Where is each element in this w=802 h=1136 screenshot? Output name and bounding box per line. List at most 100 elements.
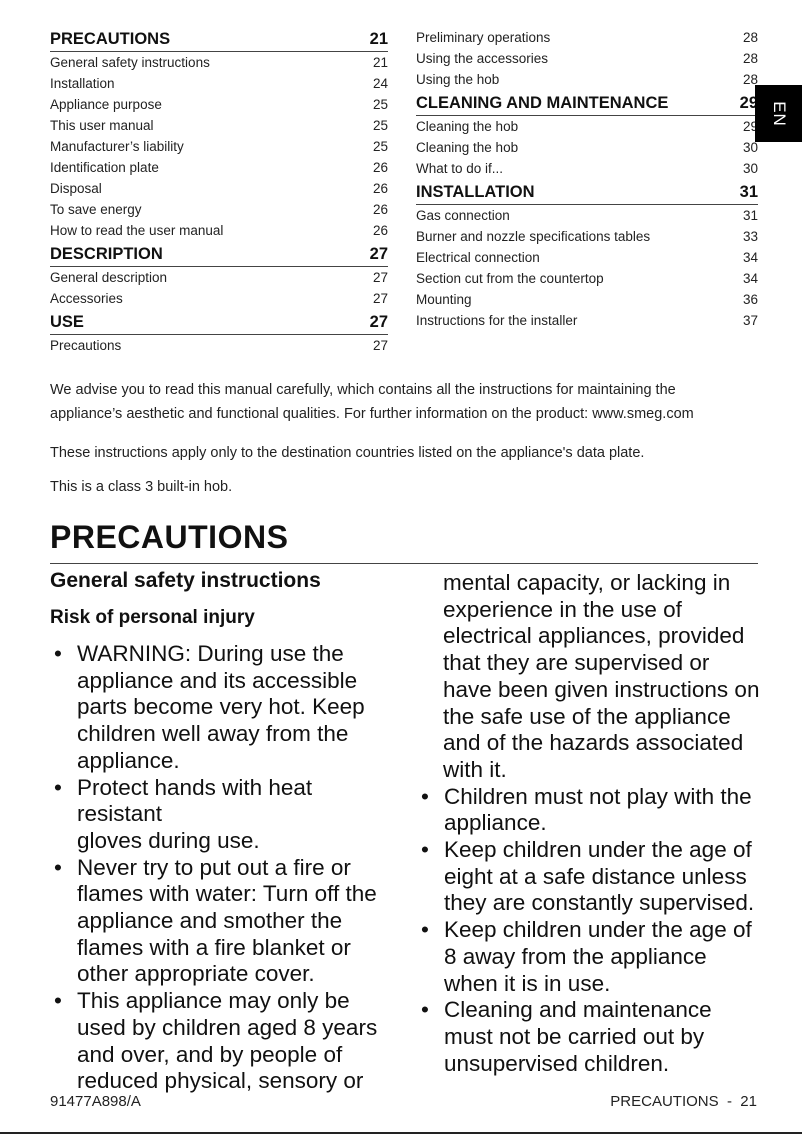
left-text-column: • WARNING: During use the appliance and i… <box>50 641 395 1095</box>
language-tab-label: EN <box>769 100 789 127</box>
toc-page: 37 <box>742 313 758 328</box>
bullet-icon: • <box>54 854 62 880</box>
destination-note: These instructions apply only to the des… <box>50 445 645 461</box>
toc-entry[interactable]: Disposal 26 <box>50 178 388 199</box>
toc-page: 34 <box>742 250 758 265</box>
toc-page: 31 <box>742 208 758 223</box>
toc-left-column: PRECAUTIONS 21 General safety instructions… <box>50 27 388 356</box>
toc-page: 21 <box>372 55 388 70</box>
bullet-icon: • <box>54 641 62 666</box>
document-code: 91477A898/A <box>50 1093 141 1110</box>
toc-label: To save energy <box>50 202 142 217</box>
toc-entry[interactable]: Accessories 27 <box>50 288 388 309</box>
toc-label: General description <box>50 270 168 285</box>
toc-page: 31 <box>739 183 758 201</box>
bullet-icon: • <box>421 997 429 1023</box>
toc-page: 28 <box>742 30 758 45</box>
toc-label: Manufacturer’s liability <box>50 139 184 154</box>
toc-chapter[interactable]: INSTALLATION 31 <box>416 180 758 205</box>
toc-page: 33 <box>742 229 758 244</box>
bullet-item: • Children must not play with the applian… <box>417 784 767 837</box>
bullet-text: Keep children under the age of 8 away fr… <box>444 917 752 996</box>
toc-label: Cleaning the hob <box>416 140 519 155</box>
toc-entry[interactable]: Instructions for the installer 37 <box>416 310 758 331</box>
toc-chapter[interactable]: USE 27 <box>50 310 388 335</box>
toc-entry[interactable]: Gas connection 31 <box>416 205 758 226</box>
toc-page: 26 <box>372 202 388 217</box>
bullet-item: • Keep children under the age of eight at… <box>417 837 767 917</box>
bullet-text: Protect hands with heat resistant gloves… <box>77 774 313 853</box>
toc-page: 25 <box>372 139 388 154</box>
toc-entry[interactable]: General safety instructions 21 <box>50 52 388 73</box>
toc-chapter[interactable]: CLEANING AND MAINTENANCE 29 <box>416 91 758 116</box>
toc-page: 29 <box>739 94 758 112</box>
toc-page: 34 <box>742 271 758 286</box>
toc-label: Installation <box>50 76 115 91</box>
toc-label: PRECAUTIONS <box>50 30 171 48</box>
toc-label: Electrical connection <box>416 250 540 265</box>
toc-page: 28 <box>742 72 758 87</box>
toc-entry[interactable]: Using the hob 28 <box>416 69 758 90</box>
bullet-item: • This appliance may only be used by chil… <box>50 988 395 1095</box>
subsection-title: General safety instructions <box>50 569 321 592</box>
toc-entry[interactable]: To save energy 26 <box>50 199 388 220</box>
bullet-icon: • <box>421 917 429 943</box>
class-note: This is a class 3 built-in hob. <box>50 479 233 495</box>
toc-entry[interactable]: Burner and nozzle specifications tables 3… <box>416 226 758 247</box>
bullet-icon: • <box>421 837 429 863</box>
toc-entry[interactable]: Appliance purpose 25 <box>50 94 388 115</box>
bullet-text: Keep children under the age of eight at … <box>444 837 755 916</box>
toc-page: 26 <box>372 223 388 238</box>
toc-page: 27 <box>372 338 388 353</box>
toc-page: 27 <box>372 291 388 306</box>
bullet-icon: • <box>54 988 62 1014</box>
toc-entry[interactable]: Mounting 36 <box>416 289 758 310</box>
toc-label: Precautions <box>50 338 122 353</box>
right-text-column: mental capacity, or lacking in experienc… <box>417 570 767 1077</box>
toc-label: Using the hob <box>416 72 500 87</box>
toc-label: USE <box>50 313 84 331</box>
toc-entry[interactable]: Manufacturer’s liability 25 <box>50 136 388 157</box>
toc-page: 21 <box>369 30 388 48</box>
toc-label: INSTALLATION <box>416 183 535 201</box>
toc-entry[interactable]: This user manual 25 <box>50 115 388 136</box>
toc-chapter[interactable]: PRECAUTIONS 21 <box>50 27 388 52</box>
toc-label: General safety instructions <box>50 55 210 70</box>
subsubsection-title: Risk of personal injury <box>50 607 255 628</box>
toc-chapter[interactable]: DESCRIPTION 27 <box>50 242 388 267</box>
toc-label: CLEANING AND MAINTENANCE <box>416 94 669 112</box>
bullet-text: Children must not play with the applianc… <box>444 783 752 836</box>
section-divider <box>50 563 758 564</box>
toc-page: 26 <box>372 160 388 175</box>
toc-label: Appliance purpose <box>50 97 162 112</box>
toc-entry[interactable]: Electrical connection 34 <box>416 247 758 268</box>
toc-entry[interactable]: Cleaning the hob 29 <box>416 116 758 137</box>
toc-label: Using the accessories <box>416 51 549 66</box>
toc-entry[interactable]: General description 27 <box>50 267 388 288</box>
toc-entry[interactable]: Section cut from the countertop 34 <box>416 268 758 289</box>
bullet-text: This appliance may only be used by child… <box>77 988 378 1094</box>
intro-paragraph: We advise you to read this manual carefu… <box>50 382 694 422</box>
toc-page: 30 <box>742 161 758 176</box>
bullet-item: • Keep children under the age of 8 away f… <box>417 917 767 997</box>
toc-right-column: Preliminary operations 28 Using the access… <box>416 27 758 331</box>
toc-entry[interactable]: Cleaning the hob 30 <box>416 137 758 158</box>
toc-label: DESCRIPTION <box>50 245 163 263</box>
toc-page: 26 <box>372 181 388 196</box>
bullet-item: • Cleaning and maintenance must not be ca… <box>417 997 767 1077</box>
toc-entry[interactable]: Identification plate 26 <box>50 157 388 178</box>
toc-entry[interactable]: Using the accessories 28 <box>416 48 758 69</box>
toc-page: 27 <box>372 270 388 285</box>
bullet-text: Cleaning and maintenance must not be car… <box>444 997 712 1076</box>
toc-label: Identification plate <box>50 160 159 175</box>
toc-entry[interactable]: Installation 24 <box>50 73 388 94</box>
toc-entry[interactable]: How to read the user manual 26 <box>50 220 388 241</box>
toc-entry[interactable]: Precautions 27 <box>50 335 388 356</box>
continuation-text: mental capacity, or lacking in experienc… <box>443 570 760 782</box>
toc-entry[interactable]: What to do if... 30 <box>416 158 758 179</box>
toc-label: Mounting <box>416 292 472 307</box>
bullet-item: • Protect hands with heat resistant glove… <box>50 775 395 855</box>
toc-label: Gas connection <box>416 208 510 223</box>
toc-label: How to read the user manual <box>50 223 224 238</box>
toc-entry[interactable]: Preliminary operations 28 <box>416 27 758 48</box>
